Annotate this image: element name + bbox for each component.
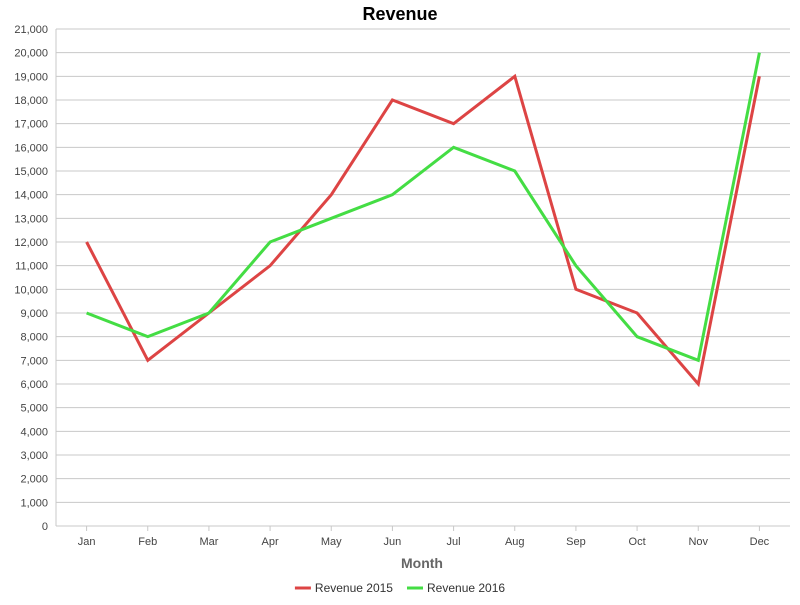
y-tick-label: 1,000 [20,497,48,509]
y-axis-ticks: 0 1,000 2,000 3,000 4,000 5,000 6,000 7,000 8,00… [14,24,48,533]
y-tick-label: 16,000 [14,142,48,154]
y-tick-label: 3,000 [20,450,48,462]
y-tick-label: 0 [42,521,48,533]
series-line-1 [85,73,761,388]
gridlines [56,28,790,527]
series-line-2 [86,52,761,363]
y-tick-label: 19,000 [14,71,48,83]
y-tick-label: 15,000 [14,166,48,178]
x-tick-label: Jul [447,536,461,548]
x-tick-label: Jan [78,536,96,548]
axes [55,29,790,527]
x-axis-label: Month [401,555,443,571]
y-tick-label: 4,000 [20,426,48,438]
y-tick-label: 11,000 [15,261,48,273]
y-tick-label: 20,000 [14,48,48,60]
legend-label: Revenue 2016 [427,581,505,595]
y-tick-label: 21,000 [14,24,48,36]
chart-title: Revenue [362,4,437,24]
y-tick-label: 17,000 [14,119,48,131]
y-tick-label: 2,000 [20,474,48,486]
y-tick-label: 14,000 [14,190,48,202]
y-tick-label: 7,000 [20,355,48,367]
legend: Revenue 2015 Revenue 2016 [294,581,505,595]
x-tick-label: Apr [262,536,279,548]
y-tick-label: 6,000 [20,379,48,391]
y-tick-label: 18,000 [14,95,48,107]
x-tick-label: Dec [750,536,770,548]
x-tick-label: Aug [505,536,525,548]
y-tick-label: 13,000 [14,213,48,225]
legend-item[interactable]: Revenue 2015 [294,581,393,595]
y-tick-label: 9,000 [20,308,48,320]
series-lines [85,52,761,388]
y-tick-label: 10,000 [14,284,48,296]
x-tick-label: Nov [688,536,708,548]
x-tick-label: Jun [384,536,402,548]
legend-item[interactable]: Revenue 2016 [407,581,505,595]
x-tick-label: Feb [138,536,157,548]
y-tick-label: 12,000 [14,237,48,249]
x-tick-label: May [321,536,342,548]
x-tick-label: Sep [566,536,586,548]
x-tick-label: Mar [199,536,218,548]
legend-label: Revenue 2015 [315,581,393,595]
y-tick-label: 8,000 [20,332,48,344]
y-tick-label: 5,000 [20,403,48,415]
x-axis-ticks: Jan Feb Mar Apr May Jun Jul Aug Sep Oct Nov Dec [78,526,770,548]
x-tick-label: Oct [629,536,646,548]
